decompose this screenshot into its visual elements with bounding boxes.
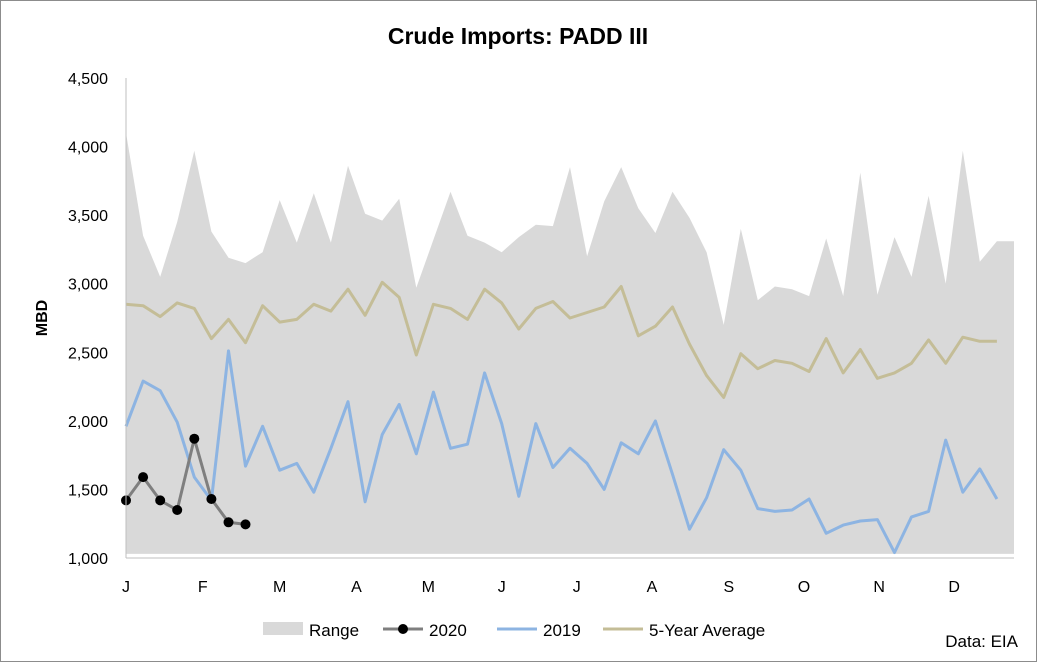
- x-tick-label: N: [873, 579, 885, 596]
- legend-label-2019: 2019: [543, 621, 581, 640]
- data-point-2020: [206, 494, 217, 504]
- x-tick-label: M: [422, 579, 435, 596]
- y-tick-label: 4,000: [68, 140, 108, 157]
- x-tick-label: D: [948, 579, 960, 596]
- range-area-group: [126, 132, 1014, 554]
- data-point-2020: [155, 495, 166, 506]
- legend-label-range: Range: [309, 621, 359, 640]
- y-axis-label: MBD: [34, 300, 51, 336]
- series-line-2019: [124, 349, 999, 554]
- legend-label-5yr-avg: 5-Year Average: [649, 621, 765, 640]
- data-point-2020: [138, 472, 149, 483]
- data-point-2020: [172, 505, 183, 515]
- axes-group: [125, 78, 1014, 559]
- y-tick-label: 2,500: [68, 345, 108, 362]
- x-tick-label: A: [351, 579, 362, 596]
- y-tick-label: 3,500: [68, 208, 108, 225]
- x-tick-label: J: [122, 579, 130, 596]
- x-tick-label: S: [723, 579, 734, 596]
- y-tick-label: 3,000: [68, 277, 108, 294]
- data-point-2020: [189, 433, 200, 444]
- y-tick-label: 2,000: [68, 414, 108, 431]
- y-tick-label: 1,000: [68, 551, 108, 568]
- x-tick-label: F: [198, 579, 208, 596]
- series-line-5-year-average: [125, 280, 997, 399]
- y-tick-label: 4,500: [68, 71, 108, 88]
- x-tick-label: J: [573, 579, 581, 596]
- chart-title: Crude Imports: PADD III: [388, 23, 648, 49]
- x-tick-label: O: [798, 579, 810, 596]
- legend-swatch-range: [263, 622, 303, 635]
- x-tick-label: M: [273, 579, 286, 596]
- x-tick-label: J: [498, 579, 506, 596]
- data-point-2020: [223, 517, 234, 528]
- legend-marker-2020: [398, 624, 408, 634]
- data-point-2020: [240, 519, 251, 530]
- x-tick-label: A: [647, 579, 658, 596]
- data-source-note: Data: EIA: [945, 632, 1018, 651]
- y-tick-label: 1,500: [68, 482, 108, 499]
- y-tick-labels: 1,000 1,500 2,000 2,500 3,000 3,500 4,000 4,500: [68, 71, 108, 568]
- legend: Range 2020 2019 5-Year Average: [263, 621, 765, 640]
- series-lines-group: [121, 280, 999, 554]
- legend-label-2020: 2020: [429, 621, 467, 640]
- range-area: [126, 132, 1014, 554]
